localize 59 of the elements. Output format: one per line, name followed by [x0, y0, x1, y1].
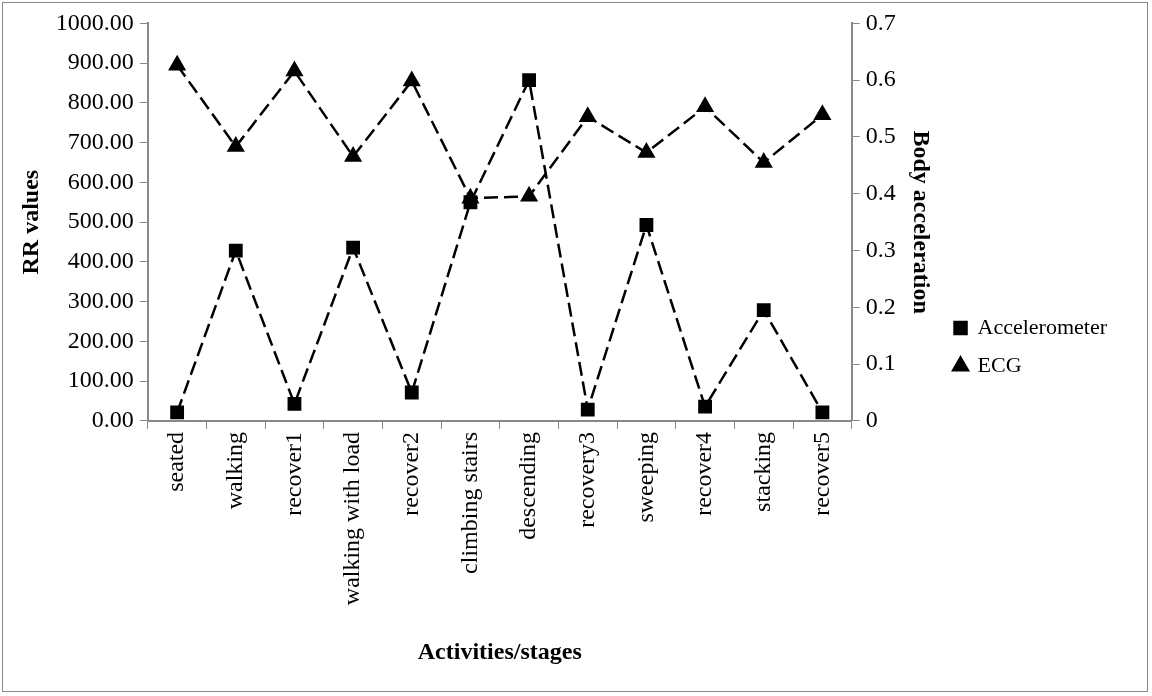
y2-tick-label: 0.6	[865, 65, 896, 92]
x-tick-label: seated	[162, 431, 189, 492]
point	[756, 303, 771, 318]
point	[463, 195, 478, 210]
point	[286, 61, 303, 77]
y-tick-label: 0.00	[91, 406, 134, 433]
y-tick-label: 1000.00	[55, 8, 134, 35]
x-tick-label: walking	[221, 431, 248, 510]
y-axis-title: RR values	[16, 169, 43, 275]
y-tick-label: 900.00	[67, 48, 134, 75]
point	[696, 97, 714, 113]
point	[170, 405, 185, 420]
y-tick-label: 500.00	[67, 207, 134, 234]
y2-tick-label: 0.7	[865, 8, 896, 35]
point	[228, 243, 243, 258]
y2-tick-label: 0.5	[865, 122, 896, 149]
y-tick-label: 300.00	[67, 286, 134, 313]
x-tick-label: recover4	[690, 431, 717, 516]
y-tick-label: 400.00	[67, 247, 134, 274]
point	[344, 147, 362, 162]
point	[580, 402, 595, 417]
point	[579, 107, 596, 123]
y2-tick-label: 0.1	[865, 349, 896, 376]
point	[404, 385, 419, 400]
y2-tick-label: 0	[865, 406, 878, 433]
point	[403, 71, 420, 87]
x-tick-label: climbing stairs	[455, 431, 482, 574]
point	[814, 105, 831, 121]
point	[168, 55, 186, 71]
x-tick-label: recover2	[397, 431, 424, 516]
x-tick-label: walking with load	[338, 431, 365, 606]
legend-label: Accelerometer	[977, 313, 1108, 339]
y2-tick-label: 0.3	[865, 235, 896, 262]
legend-label: ECG	[977, 351, 1022, 377]
y2-axis-title: Body acceleration	[908, 130, 935, 314]
x-tick-label: sweeping	[631, 431, 658, 523]
y-tick-label: 100.00	[67, 366, 134, 393]
point	[346, 240, 361, 255]
point	[227, 137, 244, 152]
point	[755, 153, 772, 168]
y-tick-label: 200.00	[67, 326, 134, 353]
x-tick-label: recover1	[279, 431, 306, 516]
y2-tick-label: 0.2	[865, 292, 896, 319]
point	[698, 399, 712, 414]
y2-tick-label: 0.4	[865, 179, 896, 206]
point	[522, 73, 537, 88]
point	[639, 218, 654, 232]
point	[638, 143, 655, 158]
y-tick-label: 700.00	[67, 127, 134, 154]
point	[287, 396, 302, 411]
y-tick-label: 800.00	[67, 88, 134, 115]
x-axis-title: Activities/stages	[417, 637, 582, 664]
x-tick-label: stacking	[749, 431, 776, 512]
point	[815, 405, 830, 420]
x-tick-label: recover5	[807, 431, 834, 516]
point	[520, 187, 538, 202]
y-tick-label: 600.00	[67, 167, 134, 194]
x-tick-label: recovery3	[573, 431, 600, 528]
x-tick-label: descending	[514, 431, 541, 540]
